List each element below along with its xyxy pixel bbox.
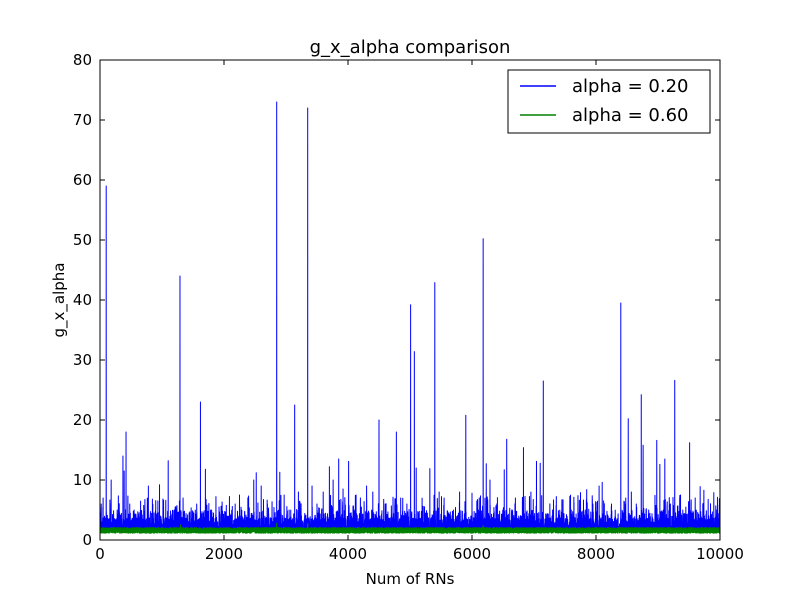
x-axis-label: Num of RNs [366,570,455,588]
y-tick-label: 70 [73,111,92,129]
y-tick-label: 10 [73,471,92,489]
x-tick-label: 4000 [329,545,367,563]
y-tick-label: 60 [73,171,92,189]
chart-title: g_x_alpha comparison [310,37,511,58]
legend-box [507,69,711,134]
legend-label-alpha-0-20: alpha = 0.20 [572,76,689,97]
legend-label-alpha-0-60: alpha = 0.60 [572,105,689,126]
series-line-alpha-0-60 [100,522,720,534]
y-tick-label: 80 [73,51,92,69]
x-tick-label: 10000 [696,545,744,563]
x-tick-label: 0 [95,545,105,563]
series-layer [100,101,720,534]
y-tick-label: 50 [73,231,92,249]
y-tick-label: 0 [82,531,92,549]
x-tick-label: 6000 [453,545,491,563]
x-tick-label: 2000 [205,545,243,563]
axes-layer: 0 2000 4000 6000 8000 10000 0 10 20 30 40 50 60 70 80 [73,51,744,563]
y-tick-label: 30 [73,351,92,369]
legend: alpha = 0.20 alpha = 0.60 [507,69,711,134]
y-tick-label: 20 [73,411,92,429]
x-tick-label: 8000 [577,545,615,563]
y-tick-label: 40 [73,291,92,309]
y-axis-label: g_x_alpha [50,263,69,338]
